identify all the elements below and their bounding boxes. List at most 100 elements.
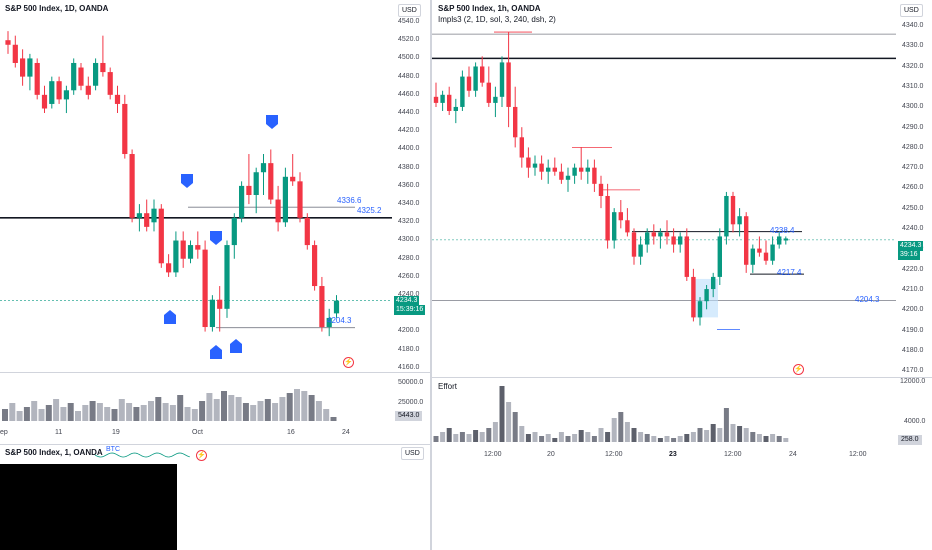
right-time-axis[interactable]: 12:00 20 12:00 23 12:00 24 12:00 (432, 446, 932, 464)
left-volume-bar (228, 395, 235, 421)
right-effort-bar (730, 424, 736, 442)
mini-overlay-symbol: BTC (106, 446, 120, 453)
right-currency-button[interactable]: USD (900, 4, 923, 17)
right-effort-last-tag: 258.0 (898, 435, 922, 445)
right-candle-body (552, 167, 557, 172)
left-volume-bar (250, 405, 257, 421)
right-candle-body (565, 175, 571, 180)
left-price-tick: 4200.0 (398, 327, 420, 335)
right-price-tick: 4210.0 (902, 285, 924, 293)
right-candle-body (783, 238, 788, 241)
right-candle-body (763, 252, 769, 261)
right-effort-bar (519, 426, 525, 442)
right-candle-body (757, 248, 762, 253)
left-volume-bar (104, 407, 111, 421)
left-volume-bar (155, 397, 162, 421)
right-candle-body (585, 167, 590, 172)
left-candle-body (5, 40, 11, 45)
right-candle-body (440, 94, 445, 103)
right-effort-bar (545, 434, 551, 442)
right-effort-bar (492, 422, 498, 442)
left-candle-body (275, 199, 281, 223)
left-bolt-icon[interactable]: ⚡ (343, 357, 354, 368)
right-candle-body (605, 195, 610, 241)
left-volume-bar (60, 407, 67, 421)
left-price-tick: 4480.0 (398, 72, 420, 80)
left-volume-bar (118, 399, 125, 421)
left-volume-bar (257, 401, 264, 421)
left-volume-bar (38, 409, 45, 421)
right-effort-bar (618, 412, 624, 442)
right-candle-body (737, 216, 742, 225)
left-candle-body (180, 240, 186, 259)
right-effort-pane[interactable]: Effort 12000.0 4000.0 258.0 (432, 378, 932, 446)
right-chart-canvas[interactable] (432, 0, 932, 377)
left-currency-button[interactable]: USD (398, 4, 421, 17)
right-price-tick: 4200.0 (902, 306, 924, 314)
left-chart-title: S&P 500 Index, 1D, OANDA (5, 4, 109, 13)
right-candle-body (612, 212, 617, 241)
right-effort-bar (591, 436, 597, 442)
left-volume-bar (235, 397, 242, 421)
left-candle-body (333, 300, 340, 314)
right-chart-pane[interactable]: S&P 500 Index, 1h, OANDA Impls3 (2, 1D, … (432, 0, 932, 377)
right-effort-bar (770, 434, 776, 442)
mini-chart-pane[interactable]: S&P 500 Index, 1, OANDA BTC USD ⚡ (0, 445, 430, 464)
right-price-tick: 4280.0 (902, 143, 924, 151)
right-effort-bar (585, 432, 591, 442)
left-signal-marker (181, 174, 193, 188)
right-time-20: 20 (547, 451, 555, 458)
right-price-tick: 4310.0 (902, 82, 924, 90)
right-candle-body (598, 183, 604, 196)
right-effort-bar (565, 436, 571, 442)
right-effort-axis-12000: 12000.0 (900, 378, 926, 385)
right-candle-body (750, 248, 755, 265)
left-volume-bar (2, 409, 8, 421)
right-bolt-icon[interactable]: ⚡ (793, 364, 804, 375)
right-price-tick: 4300.0 (902, 103, 924, 111)
right-effort-bar (473, 430, 479, 442)
right-effort-bar (578, 430, 584, 442)
right-effort-bar (737, 426, 743, 442)
right-candle-body (684, 236, 689, 277)
left-candle-body (319, 286, 325, 328)
left-candle-body (290, 176, 296, 182)
right-effort-bar (558, 432, 564, 442)
left-candle-body (114, 94, 121, 104)
right-candle-body (678, 236, 683, 245)
left-volume-bar (140, 405, 147, 421)
right-effort-bar (552, 438, 558, 442)
left-time-axis[interactable]: ep 11 19 Oct 16 24 (0, 425, 430, 444)
left-volume-bar (206, 393, 213, 421)
mini-currency-button[interactable]: USD (401, 447, 424, 460)
right-effort-bar (756, 434, 762, 442)
left-candle-body (282, 176, 288, 223)
left-chart-canvas[interactable] (0, 0, 430, 372)
left-candle-body (144, 213, 150, 227)
left-time-11: 11 (55, 429, 63, 436)
right-price-tick: 4190.0 (902, 326, 924, 334)
right-price-tick: 4270.0 (902, 164, 924, 172)
left-candle-body (49, 81, 55, 104)
right-candle-body (631, 232, 637, 257)
right-candle-body (493, 96, 498, 103)
right-candle-body (744, 216, 749, 265)
right-candle-body (664, 232, 670, 237)
mini-bolt-icon[interactable]: ⚡ (196, 450, 207, 461)
left-candle-body (268, 163, 274, 200)
right-candle-body (519, 137, 524, 158)
right-indicator-label[interactable]: Impls3 (2, 1D, sol, 3, 240, dsh, 2) (438, 15, 556, 24)
left-price-tick: 4240.0 (398, 291, 420, 298)
left-candle-body (151, 208, 157, 223)
left-volume-bar (148, 401, 154, 421)
right-candle-body (499, 62, 505, 97)
right-effort-bar (704, 430, 710, 442)
left-volume-pane[interactable]: 50000.0 25000.0 5443.0 (0, 373, 430, 425)
right-effort-bar (512, 412, 518, 442)
right-candle-body (480, 66, 485, 83)
right-effort-bar (638, 432, 644, 442)
left-candle-body (34, 62, 40, 95)
right-level-1-label: 4238.4 (770, 226, 795, 235)
right-level-3-label: 4204.3 (855, 295, 880, 304)
left-chart-pane[interactable]: S&P 500 Index, 1D, OANDA USD 4540.0 4520.… (0, 0, 430, 372)
